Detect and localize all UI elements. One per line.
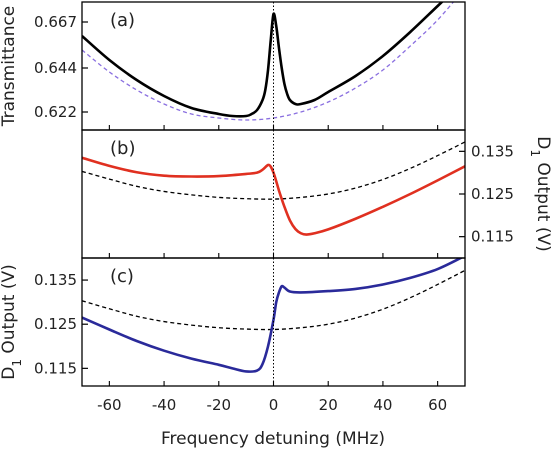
- panel-2-y-axis-label: D1 Output (V): [528, 136, 551, 252]
- panel-3-y-tick-label: 0.135: [34, 271, 77, 289]
- x-tick-label: 40: [373, 396, 392, 414]
- panel-3-measured-series: [82, 258, 464, 373]
- x-tick-label: -20: [207, 396, 232, 414]
- panel-3-reference-series: [82, 269, 465, 331]
- panel-2-y-tick-label: 0.115: [471, 228, 514, 246]
- x-tick-label: 60: [428, 396, 447, 414]
- panel-2-measured-series: [82, 156, 465, 236]
- x-tick-label: 20: [319, 396, 338, 414]
- x-axis-label: Frequency detuning (MHz): [161, 429, 385, 449]
- panel-2-label: (b): [110, 138, 135, 159]
- x-tick-label: -40: [152, 396, 177, 414]
- panel-3-y-tick-label: 0.125: [34, 315, 77, 333]
- panel-1-y-tick-label: 0.622: [34, 103, 77, 121]
- panel-1-label: (a): [110, 10, 135, 31]
- x-tick-label: 0: [269, 396, 279, 414]
- panel-2-reference-series: [82, 141, 465, 200]
- panel-3-label: (c): [110, 266, 134, 287]
- panel-1-measured-series: [82, 2, 444, 118]
- panel-1-y-axis-label: Transmittance: [0, 6, 19, 128]
- panel-1-y-tick-label: 0.644: [34, 59, 77, 77]
- panel-3-y-tick-label: 0.115: [34, 359, 77, 377]
- panel-3-y-axis-label: D1 Output (V): [0, 264, 24, 380]
- x-tick-label: -60: [97, 396, 122, 414]
- panel-2-y-tick-label: 0.135: [471, 142, 514, 160]
- panel-1-y-tick-label: 0.667: [34, 13, 77, 31]
- panel-2-y-tick-label: 0.125: [471, 185, 514, 203]
